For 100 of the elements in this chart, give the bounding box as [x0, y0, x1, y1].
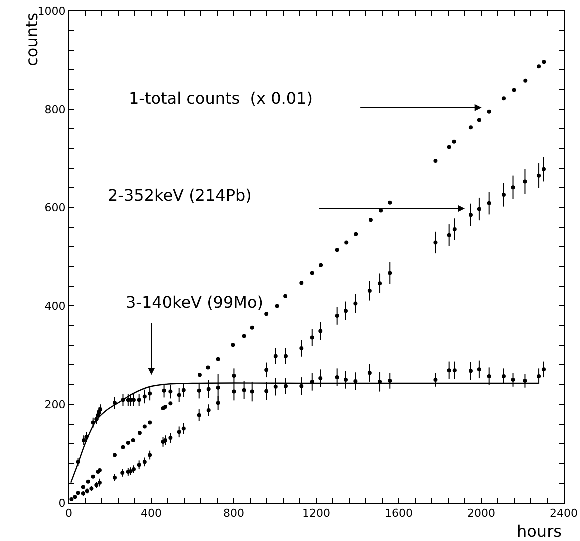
- point: [177, 393, 182, 398]
- point: [250, 326, 254, 330]
- point: [300, 281, 304, 286]
- point: [274, 384, 278, 389]
- point: [523, 180, 528, 184]
- point: [142, 460, 147, 464]
- point: [232, 390, 236, 394]
- point: [344, 378, 348, 382]
- annotation: 1-total counts (x 0.01): [129, 89, 313, 108]
- point: [168, 402, 173, 406]
- point: [368, 371, 372, 376]
- x-tick-label: 400: [141, 507, 162, 520]
- point: [264, 312, 269, 316]
- x-tick-label: 1600: [385, 507, 413, 520]
- annotation: 2-352keV (214Pb): [108, 186, 252, 205]
- point: [502, 96, 506, 101]
- point: [131, 438, 136, 443]
- point: [242, 388, 246, 392]
- point: [524, 78, 528, 83]
- point: [162, 388, 166, 393]
- point: [73, 495, 78, 500]
- point: [198, 373, 202, 378]
- annotation: 3-140keV (99Mo): [126, 293, 264, 312]
- point: [96, 413, 100, 418]
- point: [76, 491, 80, 496]
- point: [537, 64, 542, 69]
- point: [137, 463, 142, 468]
- point: [284, 294, 288, 298]
- point: [310, 336, 314, 340]
- point: [434, 159, 438, 164]
- point: [284, 384, 288, 388]
- point: [168, 390, 173, 394]
- point: [126, 440, 130, 445]
- point: [434, 240, 438, 245]
- point: [335, 314, 340, 318]
- point: [368, 288, 372, 293]
- point: [487, 374, 492, 379]
- point: [354, 232, 358, 236]
- point: [137, 398, 142, 402]
- point: [164, 438, 168, 443]
- point: [168, 436, 173, 440]
- point: [452, 368, 457, 373]
- point: [216, 401, 220, 406]
- y-tick-label: 1000: [38, 4, 66, 18]
- point: [319, 263, 324, 268]
- point: [368, 218, 373, 222]
- y-tick-label: 600: [44, 202, 66, 215]
- point: [275, 304, 280, 308]
- point: [300, 384, 304, 388]
- point: [537, 174, 542, 178]
- point: [264, 389, 269, 394]
- point: [206, 387, 211, 392]
- point: [447, 233, 452, 238]
- point: [310, 271, 314, 276]
- point: [511, 378, 516, 382]
- point: [447, 368, 452, 373]
- point: [542, 368, 546, 372]
- point: [112, 401, 117, 406]
- point: [120, 470, 125, 475]
- point: [502, 374, 506, 379]
- point: [182, 426, 186, 431]
- point: [284, 354, 288, 358]
- point: [216, 357, 220, 362]
- point: [318, 329, 323, 334]
- point: [468, 213, 473, 218]
- point: [197, 388, 202, 393]
- point: [81, 485, 86, 490]
- point: [318, 376, 323, 381]
- point: [447, 145, 452, 150]
- point: [206, 408, 211, 412]
- point: [477, 368, 482, 372]
- point: [142, 394, 147, 399]
- point: [82, 438, 86, 443]
- point: [250, 390, 254, 394]
- point: [274, 354, 278, 358]
- point: [537, 374, 542, 379]
- point: [468, 126, 473, 130]
- x-tick-label: 800: [224, 507, 244, 520]
- point: [264, 368, 269, 372]
- y-tick-label: 200: [44, 398, 66, 412]
- point: [477, 118, 482, 122]
- point: [335, 248, 340, 252]
- point: [512, 88, 516, 92]
- point: [354, 379, 358, 384]
- point: [502, 193, 506, 198]
- point: [523, 378, 528, 383]
- point: [197, 413, 202, 418]
- point: [164, 405, 168, 410]
- point: [354, 302, 358, 306]
- point: [542, 60, 546, 64]
- point: [388, 200, 392, 205]
- point: [452, 227, 457, 232]
- point: [91, 474, 96, 479]
- point: [177, 430, 182, 434]
- x-axis-title: hours: [517, 522, 562, 541]
- point: [242, 334, 246, 338]
- point: [300, 346, 304, 351]
- point: [344, 309, 348, 314]
- point: [121, 445, 126, 450]
- x-tick-label: 1200: [302, 507, 330, 520]
